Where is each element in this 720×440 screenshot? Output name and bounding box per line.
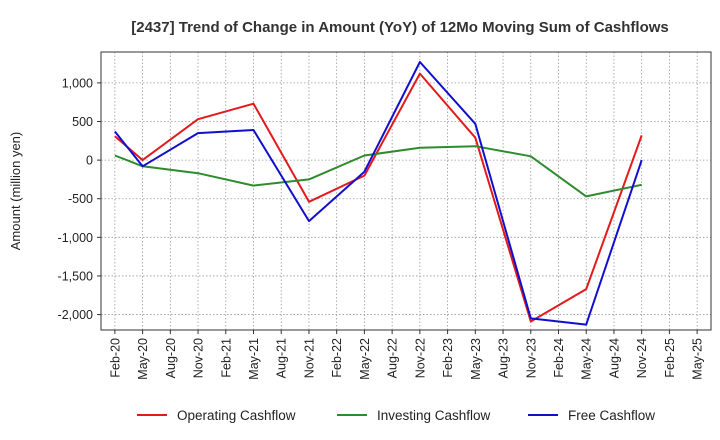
x-tick-label: Aug-24	[607, 338, 621, 378]
y-tick-label: -1,000	[58, 231, 93, 245]
x-tick-label: Feb-22	[330, 338, 344, 378]
y-tick-label: -1,500	[58, 269, 93, 283]
series-line-investing-cashflow	[114, 145, 642, 198]
plot-border	[100, 51, 712, 331]
y-tick-label: 500	[72, 115, 93, 129]
chart-title: [2437] Trend of Change in Amount (YoY) o…	[131, 19, 669, 36]
y-tick-label: -2,000	[58, 308, 93, 322]
x-tick-label: Feb-20	[108, 338, 122, 378]
x-tick-label: May-20	[136, 338, 150, 380]
x-tick-label: Aug-23	[497, 338, 511, 378]
y-axis-ticks: 1,000 500 0 -500 -1,000 -1,500 -2,000	[58, 76, 101, 322]
plot-area	[101, 52, 711, 330]
legend-label: Investing Cashflow	[377, 408, 491, 423]
x-tick-label: Aug-21	[275, 338, 289, 378]
legend-label: Operating Cashflow	[177, 408, 296, 423]
legend: Operating Cashflow Investing Cashflow Free…	[137, 408, 655, 423]
x-tick-label: May-25	[691, 338, 705, 380]
x-tick-label: May-22	[358, 338, 372, 380]
x-tick-label: Aug-22	[386, 338, 400, 378]
y-tick-label: 0	[86, 154, 93, 168]
x-tick-label: Feb-23	[441, 338, 455, 378]
x-tick-label: Nov-20	[192, 338, 206, 378]
y-tick-label: -500	[68, 192, 93, 206]
x-tick-label: Feb-21	[219, 338, 233, 378]
x-tick-label: Nov-23	[524, 338, 538, 378]
series-lines	[114, 61, 643, 326]
legend-label: Free Cashflow	[568, 408, 655, 423]
x-tick-label: Nov-21	[302, 338, 316, 378]
x-tick-label: May-24	[580, 338, 594, 380]
y-tick-label: 1,000	[62, 76, 93, 90]
x-tick-label: May-21	[247, 338, 261, 380]
x-tick-label: Feb-25	[663, 338, 677, 378]
x-tick-label: Nov-22	[413, 338, 427, 378]
series-line-operating-cashflow	[114, 72, 643, 323]
y-axis-label: Amount (million yen)	[8, 132, 23, 251]
grid-lines	[101, 52, 711, 330]
x-axis-ticks: Feb-20 May-20 Aug-20 Nov-20 Feb-21 May-21 Aug-…	[108, 330, 705, 380]
x-tick-label: Feb-24	[552, 338, 566, 378]
x-tick-label: Aug-20	[164, 338, 178, 378]
x-tick-label: May-23	[469, 338, 483, 380]
series-line-free-cashflow	[114, 61, 643, 326]
x-tick-label: Nov-24	[635, 338, 649, 378]
